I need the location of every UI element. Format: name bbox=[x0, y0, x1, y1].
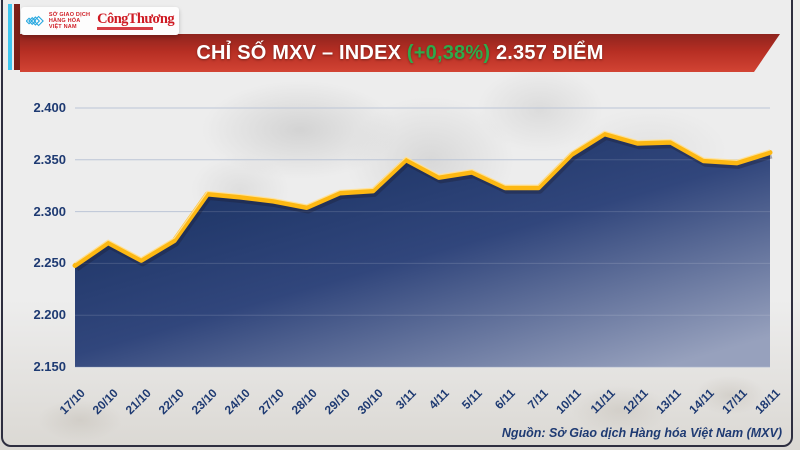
title-banner: CHỈ SỐ MXV – INDEX (+0,38%) 2.357 ĐIỂM bbox=[20, 34, 780, 72]
chart-title-value: 2.357 ĐIỂM bbox=[490, 41, 604, 64]
y-tick-label: 2.150 bbox=[33, 359, 66, 374]
cyan-stripe bbox=[8, 4, 12, 70]
congthuong-logo-text: CôngThương bbox=[97, 11, 174, 27]
mxv-logo-icon bbox=[26, 15, 44, 27]
logo-band: SỞ GIAO DỊCH HÀNG HÓA VIỆT NAM CôngThươn… bbox=[21, 7, 179, 35]
chart-title: CHỈ SỐ MXV – INDEX bbox=[196, 41, 407, 64]
source-caption: Nguồn: Sở Giao dịch Hàng hóa Việt Nam (M… bbox=[501, 426, 782, 440]
mxv-logo-line3: VIỆT NAM bbox=[48, 24, 77, 31]
chart-title-change: (+0,38%) bbox=[406, 41, 491, 64]
mxv-logo-text: SỞ GIAO DỊCH HÀNG HÓA VIỆT NAM bbox=[49, 12, 90, 31]
y-tick-label: 2.400 bbox=[33, 100, 66, 115]
y-tick-label: 2.300 bbox=[33, 203, 66, 219]
maroon-stripe bbox=[14, 4, 20, 70]
congthuong-logo: CôngThương bbox=[97, 11, 175, 30]
y-tick-label: 2.350 bbox=[33, 151, 66, 167]
congthuong-logo-bar bbox=[97, 27, 154, 30]
y-tick-label: 2.250 bbox=[33, 255, 66, 271]
y-tick-label: 2.200 bbox=[33, 307, 66, 323]
